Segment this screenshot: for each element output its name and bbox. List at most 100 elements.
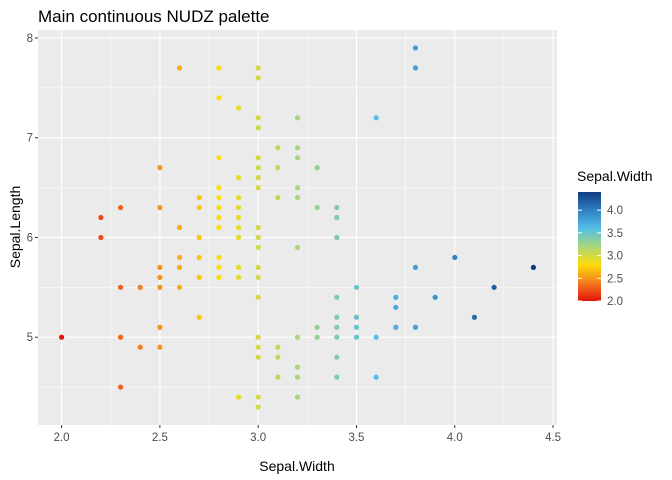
data-point xyxy=(117,334,124,340)
data-point xyxy=(275,344,281,350)
data-point xyxy=(412,324,419,330)
data-point xyxy=(176,254,183,261)
x-tick-label: 3.0 xyxy=(250,432,266,444)
data-point xyxy=(157,344,163,350)
data-point xyxy=(176,264,183,270)
data-point xyxy=(255,234,261,241)
x-tick-label: 4.0 xyxy=(447,432,463,444)
data-point xyxy=(255,175,261,181)
data-point xyxy=(216,185,222,191)
data-point xyxy=(58,334,65,340)
data-point xyxy=(334,374,340,380)
x-tick-label: 2.5 xyxy=(152,432,168,444)
data-point xyxy=(216,224,222,231)
data-point xyxy=(294,115,301,121)
data-point xyxy=(294,364,301,370)
data-point xyxy=(255,274,261,280)
data-point xyxy=(412,45,419,51)
data-point xyxy=(235,204,242,211)
data-point xyxy=(255,354,261,360)
data-point xyxy=(275,354,281,360)
data-point xyxy=(255,185,261,191)
data-point xyxy=(294,155,301,161)
legend-tick-label: 3.5 xyxy=(607,228,623,240)
y-axis: 5 6 7 8 xyxy=(27,33,38,344)
data-point xyxy=(471,314,478,320)
legend-colorbar xyxy=(578,192,601,301)
legend-tick-label: 3.0 xyxy=(607,251,623,263)
data-point xyxy=(235,224,242,231)
data-point xyxy=(117,204,124,211)
data-point xyxy=(353,334,360,340)
legend-ticks: 2.0 2.5 3.0 3.5 4.0 xyxy=(578,205,623,308)
data-point xyxy=(176,224,183,231)
data-point xyxy=(255,294,261,300)
data-point xyxy=(157,204,163,211)
minor-gridlines xyxy=(38,30,557,425)
data-point xyxy=(275,194,281,201)
data-point xyxy=(216,264,222,270)
data-point xyxy=(98,214,104,221)
x-axis: 2.0 2.5 3.0 3.5 4.0 4.5 xyxy=(54,425,561,444)
y-tick-label: 5 xyxy=(27,332,33,344)
legend-tick-label: 2.0 xyxy=(607,296,623,308)
data-point xyxy=(216,254,222,261)
data-point xyxy=(530,264,537,270)
data-point xyxy=(373,334,379,340)
plot-panel xyxy=(38,30,557,425)
data-point xyxy=(196,194,202,201)
data-point xyxy=(157,264,163,270)
data-point xyxy=(216,204,222,211)
data-point xyxy=(235,234,242,241)
data-point xyxy=(216,274,222,280)
chart-title: Main continuous NUDZ palette xyxy=(38,7,270,26)
data-point xyxy=(216,95,222,101)
data-point xyxy=(255,344,261,350)
data-point xyxy=(255,75,261,81)
y-axis-title: Sepal.Length xyxy=(7,186,23,269)
data-point xyxy=(393,294,399,300)
data-point xyxy=(294,194,301,201)
data-point xyxy=(255,115,261,121)
data-point xyxy=(334,234,340,241)
data-point xyxy=(294,145,301,151)
data-point xyxy=(255,394,261,400)
data-point xyxy=(334,214,340,221)
data-point xyxy=(255,155,261,161)
y-tick-label: 7 xyxy=(27,133,33,145)
data-point xyxy=(491,284,497,290)
legend-title: Sepal.Width xyxy=(577,168,652,184)
data-point xyxy=(235,274,242,280)
data-point xyxy=(314,324,320,330)
data-point xyxy=(137,284,143,290)
data-point xyxy=(412,264,419,270)
data-point xyxy=(412,65,419,71)
data-point xyxy=(432,294,438,300)
data-point xyxy=(196,314,202,320)
data-point xyxy=(98,234,104,241)
data-point xyxy=(235,175,242,181)
data-point xyxy=(294,185,301,191)
data-point xyxy=(294,244,301,251)
data-point xyxy=(235,394,242,400)
data-point xyxy=(334,294,340,300)
data-point xyxy=(334,314,340,320)
data-point xyxy=(157,274,163,280)
data-point xyxy=(255,224,261,231)
data-point xyxy=(196,254,202,261)
data-point xyxy=(334,324,340,330)
data-point xyxy=(176,65,183,71)
color-legend: Sepal.Width 2.0 2.5 3.0 3.5 4.0 xyxy=(577,168,652,308)
x-axis-title: Sepal.Width xyxy=(259,458,334,474)
data-point xyxy=(137,344,143,350)
data-point xyxy=(275,145,281,151)
data-point xyxy=(334,204,340,211)
data-point xyxy=(157,284,163,290)
data-point xyxy=(176,284,183,290)
data-point xyxy=(255,334,261,340)
data-point xyxy=(196,274,202,280)
data-point xyxy=(216,65,222,71)
data-point xyxy=(255,165,261,171)
data-point xyxy=(216,194,222,201)
data-point xyxy=(117,284,124,290)
